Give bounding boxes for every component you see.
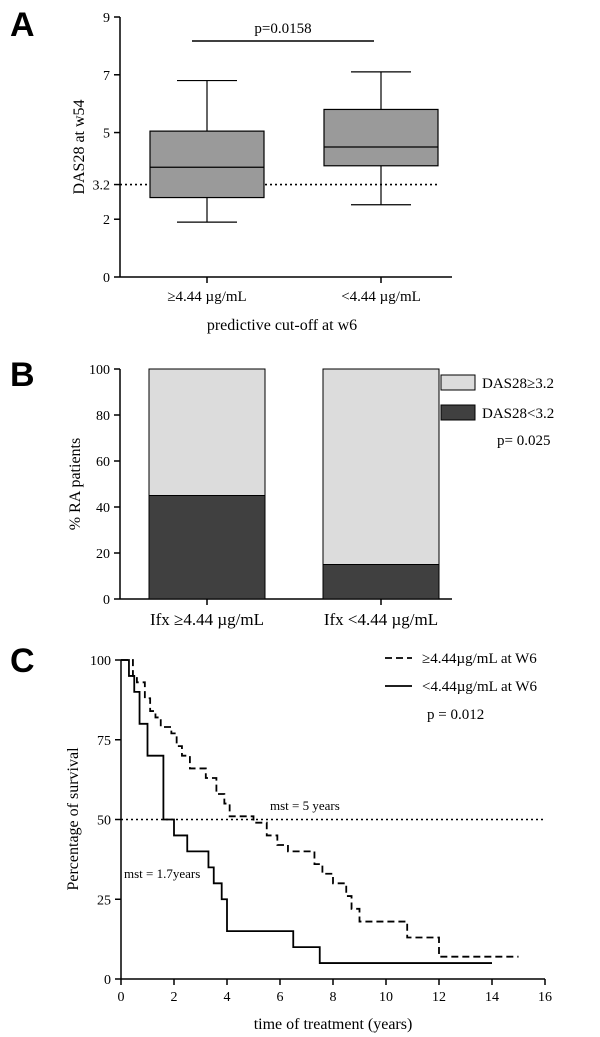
panel-a-category-label: ≥4.44 µg/mL: [167, 289, 246, 305]
panel-b-y-tick-label: 0: [103, 593, 110, 608]
legend-label-low: <4.44µg/mL at W6: [422, 679, 538, 695]
panel-c-p-value: p = 0.012: [427, 707, 484, 723]
panel-a-y-tick-label: 2: [103, 213, 110, 228]
annotation-mst-1-7: mst = 1.7years: [124, 866, 200, 881]
panel-b-p-value: p= 0.025: [497, 433, 550, 449]
panel-b-legend: DAS28≥3.2 DAS28<3.2: [440, 374, 554, 422]
panel-a-y-axis-label: DAS28 at w54: [71, 99, 88, 194]
legend-swatch-das28-lt-3-2: [440, 404, 476, 421]
legend-label-das28-lt-3-2: DAS28<3.2: [482, 406, 554, 422]
panel-a-y-tick-label: 9: [103, 11, 110, 26]
panel-c-y-tick-label: 75: [97, 734, 111, 749]
bar-segment-das28-ge-3-2: [148, 368, 266, 496]
panel-a-category-label: <4.44 µg/mL: [341, 289, 421, 305]
survival-curve-low-ifx: [121, 659, 492, 964]
panel-c-letter: C: [10, 642, 35, 680]
bar-segment-das28-ge-3-2: [322, 368, 440, 565]
panel-a-y-tick-label: 7: [103, 69, 110, 84]
annotation-mst-5: mst = 5 years: [270, 798, 340, 813]
panel-b-y-axis-label: % RA patients: [67, 438, 84, 530]
panel-c-axes: 0 25 50 75 100 0 2 4 6 8 10 12 14 16: [90, 654, 552, 1005]
panel-b-y-tick-label: 100: [89, 363, 110, 378]
panel-a-letter: A: [10, 6, 35, 44]
panel-c-y-tick-label: 100: [90, 654, 111, 669]
panel-c-x-tick-label: 6: [277, 990, 284, 1005]
panel-c-x-tick-label: 14: [485, 990, 499, 1005]
panel-b-y-tick-label: 40: [96, 501, 110, 516]
panel-a-x-axis-label: predictive cut-off at w6: [207, 317, 357, 334]
panel-a-boxes: [149, 71, 439, 223]
panel-c-y-axis-label: Percentage of survival: [65, 747, 82, 891]
panel-c-y-tick-label: 25: [97, 893, 111, 908]
legend-label-das28-ge-3-2: DAS28≥3.2: [482, 376, 554, 392]
panel-c-x-tick-label: 10: [379, 990, 393, 1005]
panel-b-y-tick-label: 80: [96, 409, 110, 424]
panel-b-stacked-bars: B 0 20 40 60 80 100 Ifx ≥4.44 µg/mL Ifx <4.44 µ…: [10, 356, 554, 629]
panel-a-p-value: p=0.0158: [254, 21, 311, 37]
panel-c-x-axis-label: time of treatment (years): [254, 1016, 413, 1033]
panel-a-y-tick-label: 5: [103, 127, 110, 142]
panel-b-y-tick-label: 60: [96, 455, 110, 470]
panel-c-x-tick-label: 8: [330, 990, 337, 1005]
panel-c-x-tick-label: 12: [432, 990, 446, 1005]
panel-c-y-tick-label: 50: [97, 814, 111, 829]
box-iqr: [323, 108, 439, 167]
panel-c-legend: ≥4.44µg/mL at W6 <4.44µg/mL at W6: [385, 651, 538, 695]
panel-b-bars: [148, 368, 440, 600]
panel-b-category-label: Ifx <4.44 µg/mL: [324, 610, 438, 629]
bar-segment-das28-lt-3-2: [322, 564, 440, 600]
panel-a-boxplot: A 0 2 3.2 5 7 9 ≥4.44 µg/mL <4.44 µg/mL DAS28 a…: [10, 6, 452, 334]
bar-segment-das28-lt-3-2: [148, 495, 266, 600]
panel-c-curves: [121, 659, 519, 964]
legend-swatch-das28-ge-3-2: [440, 374, 476, 391]
panel-a-y-tick-label: 0: [103, 271, 110, 286]
legend-label-high: ≥4.44µg/mL at W6: [422, 651, 537, 667]
panel-c-survival: C 0 25 50 75 100 0 2 4 6 8 10 12 14 16 Percentage of …: [10, 642, 552, 1033]
panel-b-letter: B: [10, 356, 35, 394]
panel-b-category-label: Ifx ≥4.44 µg/mL: [150, 610, 264, 629]
panel-c-x-tick-label: 4: [224, 990, 231, 1005]
panel-c-x-tick-label: 0: [118, 990, 125, 1005]
panel-b-y-tick-label: 20: [96, 547, 110, 562]
panel-b-axes: 0 20 40 60 80 100 Ifx ≥4.44 µg/mL Ifx <4.44 µg/…: [89, 363, 452, 629]
survival-curve-high-ifx: [121, 659, 519, 958]
panel-a-axes: 0 2 3.2 5 7 9 ≥4.44 µg/mL <4.44 µg/mL: [93, 11, 452, 305]
panel-c-y-tick-label: 0: [104, 973, 111, 988]
panel-a-y-tick-label: 3.2: [93, 179, 111, 194]
panel-c-x-tick-label: 2: [171, 990, 178, 1005]
box-iqr: [149, 130, 265, 199]
panel-c-x-tick-label: 16: [538, 990, 552, 1005]
